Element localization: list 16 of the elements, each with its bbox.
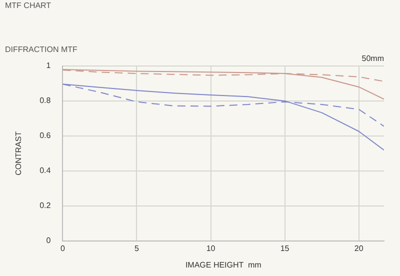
y-axis-title: CONTRAST	[14, 131, 24, 176]
y-tick-label: 0.8	[40, 96, 52, 106]
x-tick-label: 15	[280, 244, 290, 253]
x-tick-label: 0	[60, 244, 66, 253]
y-tick-label: 0.2	[40, 201, 52, 210]
text: 50mm	[362, 54, 384, 64]
x-tick-label: 10	[206, 244, 216, 253]
y-tick-label: 0.4	[40, 166, 52, 176]
x-axis-title: IMAGE HEIGHT mm	[185, 260, 262, 270]
chart-subtitle: DIFFRACTION MTF	[5, 45, 78, 54]
chart-title: MTF CHART	[5, 1, 52, 10]
x-tick-label: 20	[354, 244, 364, 253]
y-tick-label: 0	[46, 236, 52, 246]
y-tick-label: 0.6	[40, 131, 52, 140]
y-tick-label: 1	[46, 61, 52, 70]
x-tick-label: 5	[134, 244, 140, 253]
